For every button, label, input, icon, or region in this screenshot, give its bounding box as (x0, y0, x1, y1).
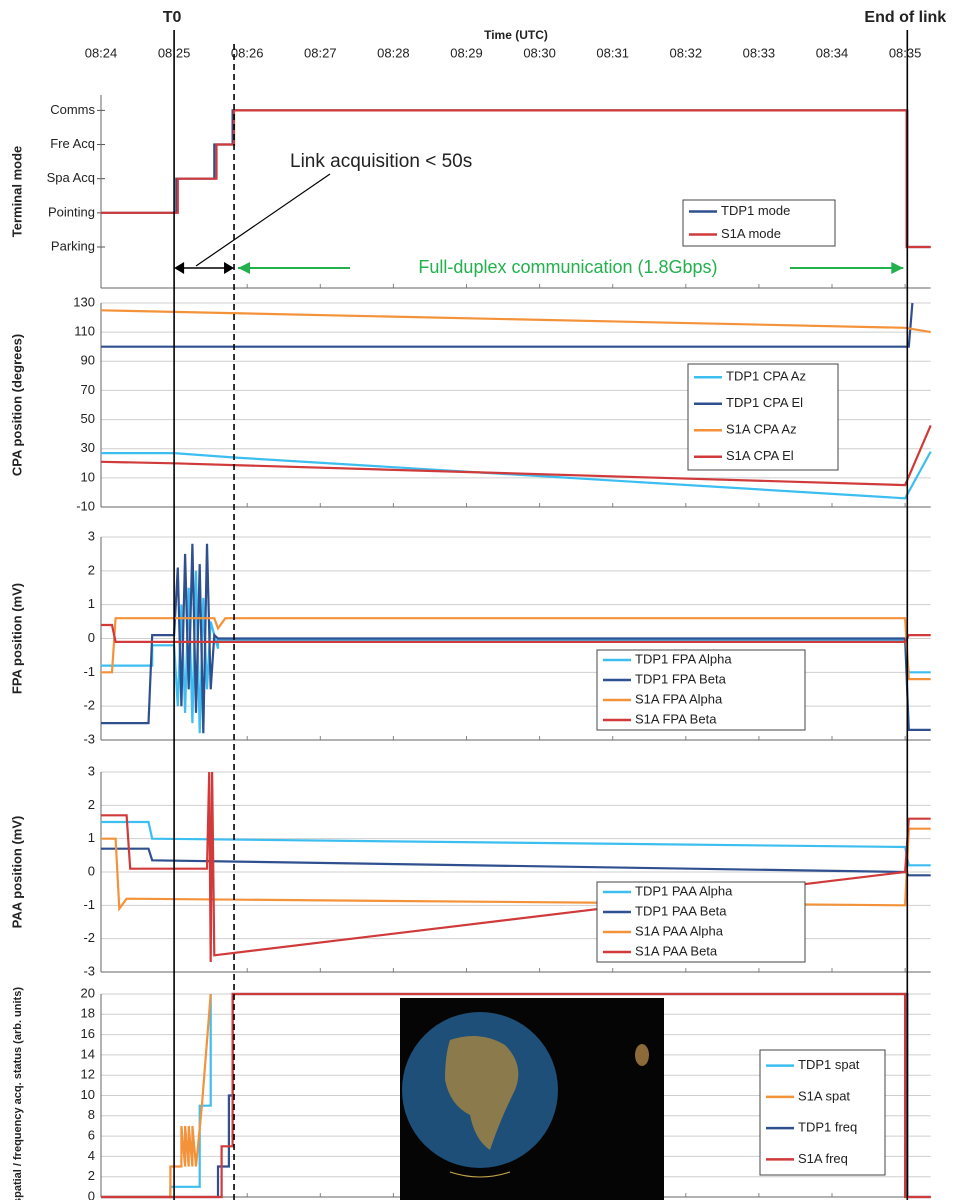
legend-label: S1A FPA Beta (635, 711, 717, 726)
y-tick-label: 1 (88, 596, 95, 611)
annotation-arrow (195, 173, 331, 267)
x-tick-label: 08:29 (450, 45, 483, 60)
x-tick-label: 08:32 (670, 45, 703, 60)
y-tick-label: 50 (81, 411, 95, 426)
x-tick-label: 08:35 (889, 45, 922, 60)
y-tick-label: -3 (83, 731, 95, 746)
y-tick-label: 3 (88, 763, 95, 778)
y-tick-label: 90 (81, 353, 95, 368)
y-tick-label: -2 (83, 698, 95, 713)
series-line (101, 820, 931, 867)
legend-box (596, 649, 806, 731)
y-tick-label: Fre Acq (50, 136, 95, 151)
y-tick-label: 14 (81, 1046, 95, 1061)
y-tick-label: 130 (73, 294, 95, 309)
legend-label: S1A mode (721, 226, 781, 241)
series-line (101, 771, 931, 963)
legend-label: S1A CPA El (726, 448, 794, 463)
y-tick-label: 18 (81, 1006, 95, 1021)
series-line (101, 302, 914, 348)
x-tick-label: 08:30 (523, 45, 556, 60)
series-line (100, 309, 931, 334)
y-tick-label: -10 (76, 498, 95, 513)
series-line (101, 617, 931, 681)
y-tick-label: 1 (88, 830, 95, 845)
y-tick-label: 0 (88, 630, 95, 645)
y-tick-label: 16 (81, 1026, 95, 1041)
y-tick-label: 6 (88, 1128, 95, 1143)
y-tick-label: 10 (81, 1087, 95, 1102)
annotation: Link acquisition < 50s (290, 151, 472, 172)
series-line (101, 570, 931, 734)
reference-label: End of link (864, 9, 946, 26)
legend-label: TDP1 mode (721, 203, 790, 218)
legend-label: S1A spat (798, 1088, 850, 1103)
legend-label: TDP1 PAA Alpha (635, 883, 733, 898)
y-tick-label: 0 (88, 863, 95, 878)
y-tick-label: Pointing (48, 204, 95, 219)
legend-label: TDP1 CPA El (726, 395, 803, 410)
y-tick-label: -1 (83, 664, 95, 679)
y-tick-label: Parking (51, 238, 95, 253)
legend-label: TDP1 freq (798, 1120, 857, 1135)
series-line (101, 847, 931, 877)
y-axis-label: spatial / frequency acq. status (arb. un… (12, 987, 24, 1200)
legend-label: S1A freq (798, 1151, 848, 1166)
y-tick-label: 10 (81, 469, 95, 484)
y-tick-label: 0 (88, 1188, 95, 1200)
y-tick-label: 70 (81, 382, 95, 397)
y-tick-label: 2 (88, 1168, 95, 1183)
y-axis-label: CPA position (degrees) (9, 334, 24, 476)
y-tick-label: -2 (83, 930, 95, 945)
legend-label: TDP1 FPA Alpha (635, 651, 732, 666)
x-tick-label: 08:27 (304, 45, 337, 60)
series-line (101, 623, 931, 644)
y-tick-label: 8 (88, 1107, 95, 1122)
y-tick-label: 20 (81, 985, 95, 1000)
legend-box (687, 363, 839, 471)
legend-box (759, 1049, 886, 1176)
legend-label: S1A CPA Az (726, 422, 797, 437)
y-axis-label: FPA position (mV) (9, 583, 24, 694)
legend-box (682, 199, 836, 247)
x-tick-label: 08:33 (743, 45, 776, 60)
y-tick-label: 110 (74, 324, 95, 339)
legend-box (596, 881, 806, 963)
legend-label: TDP1 FPA Beta (635, 671, 727, 686)
legend-label: TDP1 PAA Beta (635, 903, 727, 918)
series-line (101, 827, 931, 912)
legend-label: S1A FPA Alpha (635, 691, 723, 706)
legend-label: S1A PAA Beta (635, 943, 718, 958)
series-line (101, 992, 931, 1199)
y-tick-label: 3 (88, 528, 95, 543)
series-line (101, 993, 212, 1199)
series-line (100, 424, 932, 487)
x-tick-label: 08:28 (377, 45, 410, 60)
x-tick-label: 08:24 (85, 45, 118, 60)
x-axis-label: Time (UTC) (484, 28, 548, 42)
series-line (101, 543, 931, 734)
inset-image (400, 998, 664, 1200)
y-tick-label: Spa Acq (47, 170, 95, 185)
y-tick-label: 2 (88, 562, 95, 577)
y-tick-label: -3 (83, 963, 95, 978)
y-tick-label: 4 (88, 1148, 95, 1163)
x-tick-label: 08:26 (231, 45, 264, 60)
y-tick-label: 30 (81, 440, 95, 455)
y-tick-label: Comms (50, 102, 95, 117)
x-tick-label: 08:31 (596, 45, 629, 60)
y-tick-label: 12 (81, 1067, 95, 1082)
legend-label: TDP1 spat (798, 1057, 860, 1072)
x-tick-label: 08:34 (816, 45, 849, 60)
y-tick-label: -1 (83, 897, 95, 912)
y-axis-label: PAA position (mV) (9, 816, 24, 929)
y-axis-label: Terminal mode (9, 146, 24, 238)
legend-label: S1A PAA Alpha (635, 923, 724, 938)
y-tick-label: 2 (88, 797, 95, 812)
reference-label: T0 (163, 9, 182, 26)
legend-label: TDP1 CPA Az (726, 369, 806, 384)
annotation: Full-duplex communication (1.8Gbps) (418, 257, 717, 277)
